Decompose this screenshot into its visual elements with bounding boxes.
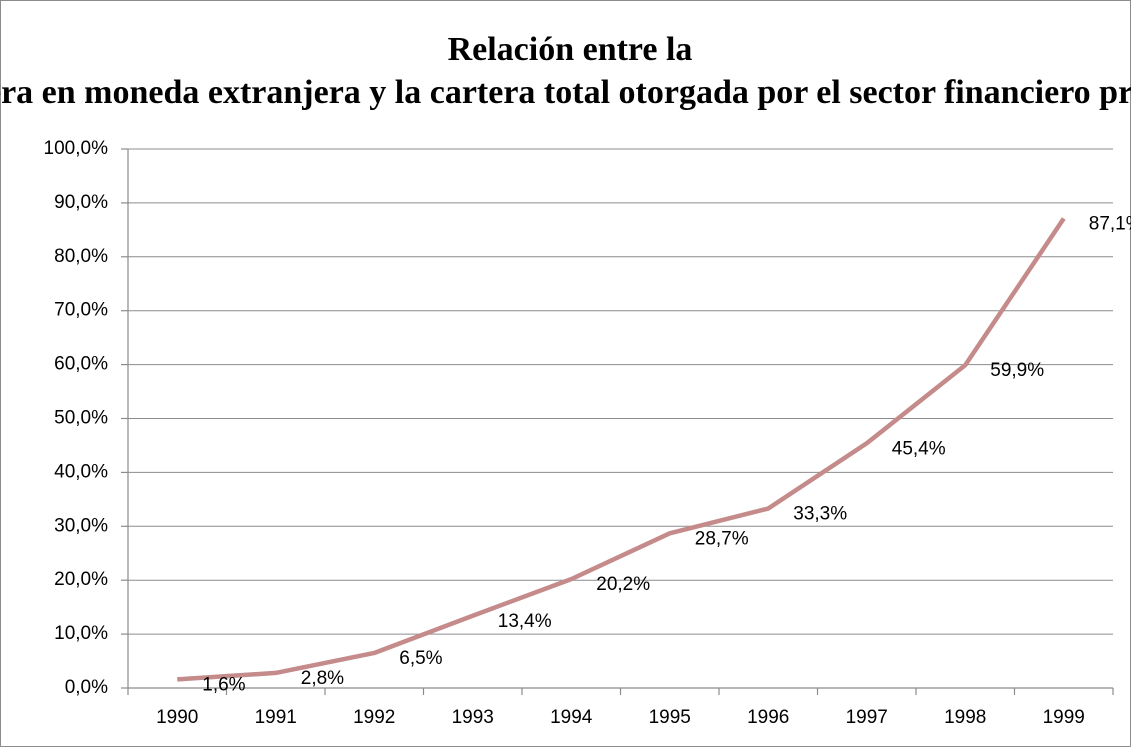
x-tick-label: 1997 <box>846 707 888 728</box>
data-label: 1,6% <box>202 674 245 695</box>
data-label: 45,4% <box>892 438 946 459</box>
y-tick-label: 10,0% <box>54 623 108 644</box>
data-label: 13,4% <box>498 611 552 632</box>
data-label: 6,5% <box>399 648 442 669</box>
y-tick-label: 70,0% <box>54 300 108 321</box>
y-tick-label: 60,0% <box>54 354 108 375</box>
data-label: 28,7% <box>695 528 749 549</box>
y-tick-label: 40,0% <box>54 461 108 482</box>
x-tick-label: 1992 <box>353 707 395 728</box>
x-tick-label: 1990 <box>156 707 198 728</box>
y-tick-label: 90,0% <box>54 192 108 213</box>
x-tick-label: 1993 <box>452 707 494 728</box>
y-tick-label: 20,0% <box>54 569 108 590</box>
x-tick-label: 1996 <box>747 707 789 728</box>
data-label: 20,2% <box>596 574 650 595</box>
line <box>177 217 1066 682</box>
y-tick-label: 80,0% <box>54 246 108 267</box>
data-label: 2,8% <box>301 668 344 689</box>
data-label: 59,9% <box>990 360 1044 381</box>
x-tick-label: 1995 <box>649 707 691 728</box>
y-tick-label: 30,0% <box>54 515 108 536</box>
x-tick-label: 1998 <box>944 707 986 728</box>
data-label: 33,3% <box>793 504 847 525</box>
x-tick-label: 1991 <box>255 707 297 728</box>
x-tick-label: 1994 <box>550 707 593 728</box>
y-tick-label: 50,0% <box>54 408 108 429</box>
y-tick-label: 100,0% <box>44 138 109 159</box>
y-tick-label: 0,0% <box>65 677 108 698</box>
data-label: 87,1% <box>1089 214 1131 235</box>
x-tick-label: 1999 <box>1043 707 1085 728</box>
